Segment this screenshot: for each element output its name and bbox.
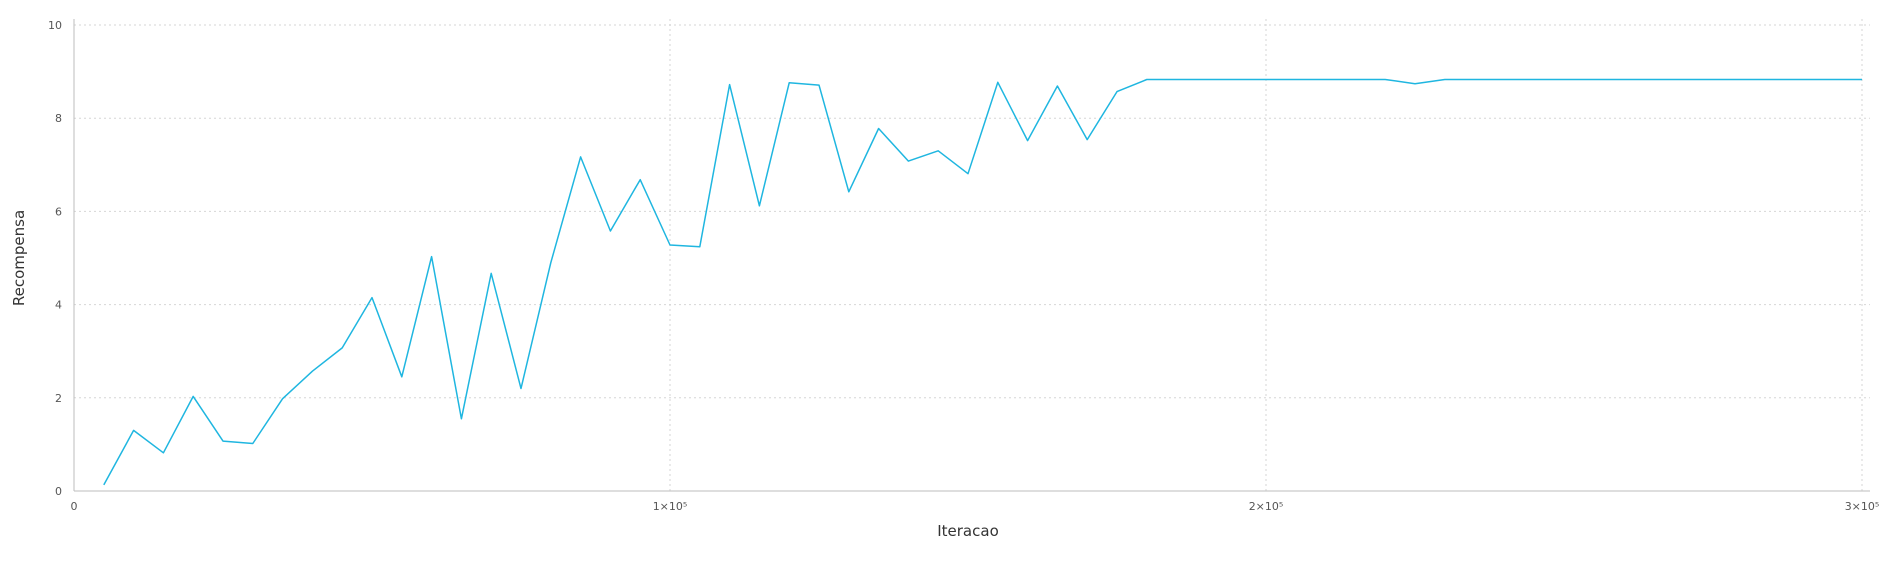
y-tick-label: 0 (55, 485, 62, 498)
x-tick-label: 2×10⁵ (1249, 500, 1284, 513)
y-gridlines (74, 24, 1870, 492)
y-tick-label: 6 (55, 205, 62, 218)
series-line (103, 78, 1862, 486)
x-axis-label: Iteracao (937, 522, 999, 540)
x-tick-labels: 0 1×10⁵ 2×10⁵ 3×10⁵ (71, 500, 1880, 513)
x-tick-label: 0 (71, 500, 78, 513)
y-tick-label: 4 (55, 299, 62, 312)
y-tick-label: 2 (55, 392, 62, 405)
x-tick-label: 3×10⁵ (1845, 500, 1880, 513)
y-tick-labels: 0 2 4 6 8 10 (48, 19, 62, 498)
y-tick-label: 10 (48, 19, 62, 32)
y-axis-label: Recompensa (10, 210, 28, 306)
x-tick-label: 1×10⁵ (653, 500, 688, 513)
x-gridlines (73, 19, 1863, 491)
series-group (103, 78, 1862, 486)
y-tick-label: 8 (55, 112, 62, 125)
